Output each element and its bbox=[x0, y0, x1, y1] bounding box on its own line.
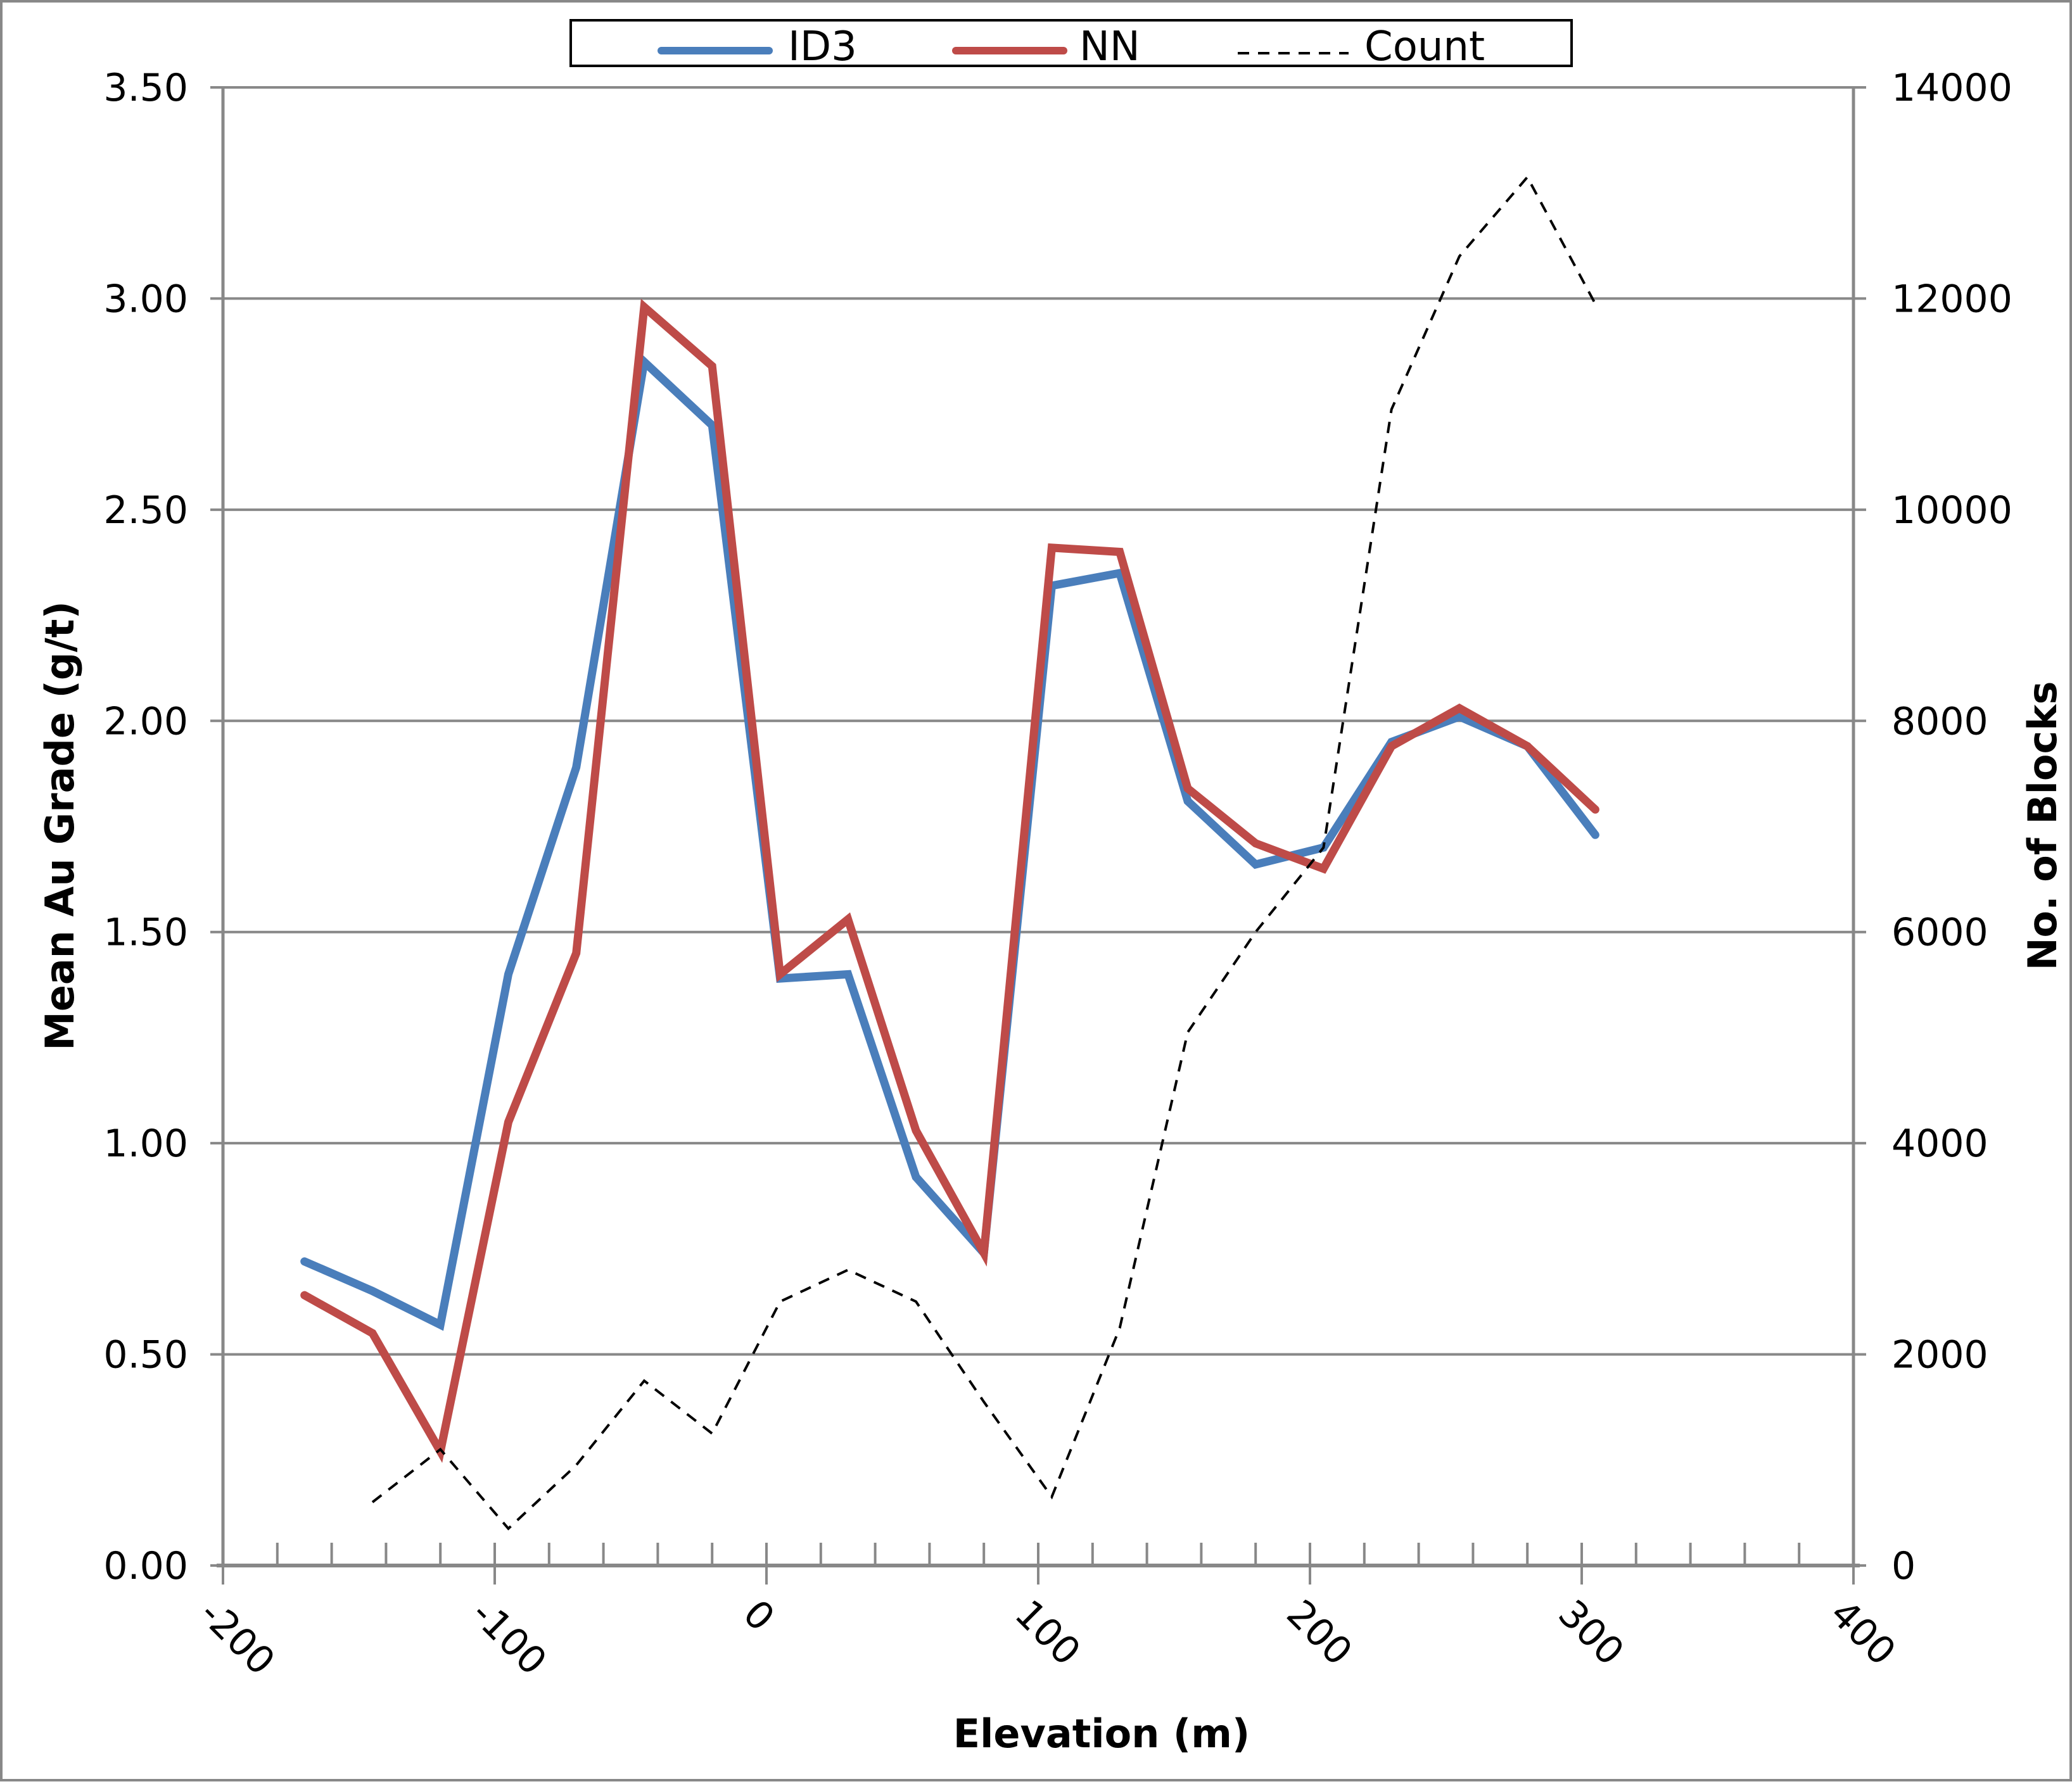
y-tick-label: 1.50 bbox=[103, 911, 188, 955]
y-tick-label: 3.00 bbox=[103, 277, 188, 321]
legend: ID3 NN Count bbox=[569, 19, 1573, 70]
y2-tick-label: 0 bbox=[1891, 1544, 1916, 1588]
y-tick-label: 0.00 bbox=[103, 1544, 188, 1588]
legend-item-count: Count bbox=[1238, 23, 1485, 70]
y2-tick-label: 6000 bbox=[1891, 911, 1988, 955]
y2-tick-label: 4000 bbox=[1891, 1122, 1988, 1166]
x-tick-label: 400 bbox=[1821, 1591, 1904, 1674]
legend-label-count: Count bbox=[1364, 23, 1485, 70]
series-nn-line bbox=[300, 298, 1599, 1464]
y2-axis-title: No. of Blocks bbox=[2019, 681, 2066, 971]
gridlines bbox=[223, 86, 1853, 1356]
tick-labels: 0.000.501.001.502.002.503.003.5002000400… bbox=[103, 66, 2012, 1684]
series-lines bbox=[300, 175, 1599, 1531]
series-count-line bbox=[371, 175, 1597, 1531]
x-tick-label: 200 bbox=[1278, 1591, 1360, 1674]
y2-tick-label: 14000 bbox=[1891, 66, 2012, 110]
y2-tick-label: 12000 bbox=[1891, 277, 2012, 321]
y2-tick-label: 8000 bbox=[1891, 699, 1988, 743]
legend-label-nn: NN bbox=[1079, 23, 1140, 70]
y-tick-label: 3.50 bbox=[103, 66, 188, 110]
x-axis-title: Elevation (m) bbox=[953, 1711, 1250, 1757]
x-tick-label: 300 bbox=[1549, 1591, 1632, 1674]
x-tick-label: -100 bbox=[462, 1591, 555, 1684]
y-tick-label: 1.00 bbox=[103, 1122, 188, 1166]
y-tick-label: 2.00 bbox=[103, 699, 188, 743]
x-tick-label: 100 bbox=[1006, 1591, 1088, 1674]
y-tick-label: 0.50 bbox=[103, 1333, 188, 1377]
y-axis-title: Mean Au Grade (g/t) bbox=[37, 601, 83, 1051]
legend-box bbox=[569, 19, 1573, 67]
y2-tick-label: 2000 bbox=[1891, 1333, 1988, 1377]
axes bbox=[210, 86, 1866, 1585]
legend-item-id3: ID3 bbox=[658, 23, 857, 70]
y2-tick-label: 10000 bbox=[1891, 488, 2012, 533]
legend-label-id3: ID3 bbox=[788, 23, 857, 70]
legend-item-nn: NN bbox=[952, 23, 1140, 70]
line-chart: 0.000.501.001.502.002.503.003.5002000400… bbox=[37, 19, 2066, 1757]
x-tick-label: 0 bbox=[734, 1591, 783, 1640]
x-tick-label: -200 bbox=[191, 1591, 283, 1684]
y-tick-label: 2.50 bbox=[103, 488, 188, 533]
